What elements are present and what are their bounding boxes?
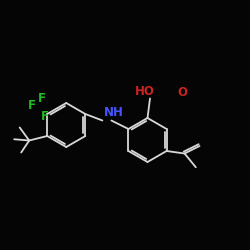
Text: F: F [40,110,48,123]
Text: O: O [177,86,187,99]
Text: F: F [28,99,36,112]
Text: F: F [38,92,46,104]
Text: HO: HO [134,85,154,98]
Text: NH: NH [104,106,124,120]
